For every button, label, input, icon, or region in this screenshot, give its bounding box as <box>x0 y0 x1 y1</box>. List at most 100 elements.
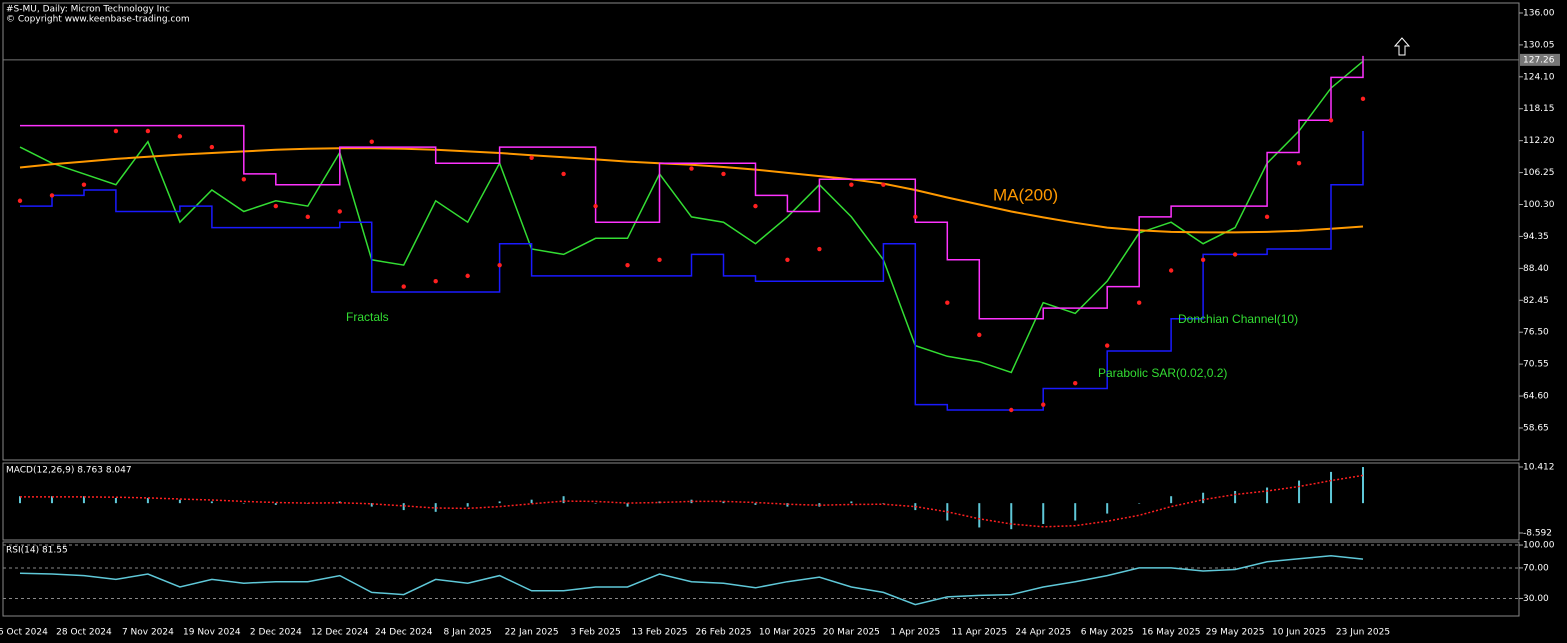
x-tick-label: 2 Dec 2024 <box>250 628 302 638</box>
y-tick-label: -8.592 <box>1523 528 1552 538</box>
macd-bar <box>1298 480 1301 504</box>
sar-dot <box>497 262 502 268</box>
macd-bar <box>50 496 53 504</box>
y-tick-label: 100.00 <box>1523 541 1555 551</box>
x-tick-label: 24 Dec 2024 <box>375 628 433 638</box>
panel-subtitle: © Copyright www.keenbase-trading.com <box>6 15 190 25</box>
sar-dot <box>753 203 758 209</box>
macd-bar <box>434 503 437 512</box>
sar-dot <box>145 128 151 134</box>
macd-bar <box>242 503 245 504</box>
macd-bar <box>146 497 149 504</box>
sar-dot <box>401 284 406 289</box>
sar-dot <box>785 257 790 262</box>
macd-bar <box>178 499 181 504</box>
y-tick-label: 70.55 <box>1523 360 1549 370</box>
macd-bar <box>1330 471 1333 504</box>
y-tick-label: 112.20 <box>1523 136 1555 146</box>
y-tick-label: 118.15 <box>1523 104 1555 114</box>
macd-bar <box>722 501 725 504</box>
macd-bar <box>402 503 405 511</box>
y-tick-label: 94.35 <box>1523 232 1549 242</box>
sar-dot <box>817 246 822 252</box>
x-tick-label: 28 Oct 2024 <box>56 628 112 638</box>
sar-dot <box>1073 380 1078 386</box>
sar-dot <box>177 134 183 139</box>
annotation: Fractals <box>346 310 389 324</box>
sar-dot <box>1041 402 1046 407</box>
sar-dot <box>657 257 662 262</box>
y-tick-label: 58.65 <box>1523 423 1549 433</box>
sar-dot <box>49 193 55 198</box>
macd-bar <box>882 503 885 504</box>
macd-bar <box>498 501 501 504</box>
sar-dot <box>1296 161 1302 166</box>
sar-dot <box>977 332 982 338</box>
sar-dot <box>1328 118 1334 123</box>
main-panel <box>2 2 1520 461</box>
sar-dot <box>369 139 374 144</box>
sar-dot <box>593 203 598 209</box>
macd-bar <box>210 501 213 504</box>
sar-dot <box>721 171 726 177</box>
y-tick-label: 30.00 <box>1523 594 1549 604</box>
x-tick-label: 22 Jan 2025 <box>505 628 559 638</box>
sar-dot <box>1360 96 1366 102</box>
x-tick-label: 1 Apr 2025 <box>890 628 940 638</box>
macd-bar <box>626 503 629 507</box>
sar-dot <box>881 182 886 187</box>
x-tick-label: 6 May 2025 <box>1081 628 1134 638</box>
annotation: Donchian Channel(10) <box>1178 312 1298 326</box>
macd-bar <box>562 496 565 504</box>
macd-bar <box>1074 503 1077 521</box>
annotation: Parabolic SAR(0.02,0.2) <box>1098 366 1227 380</box>
x-tick-label: 16 May 2025 <box>1142 628 1201 638</box>
macd-bar <box>1106 503 1109 514</box>
macd-bar <box>82 496 85 504</box>
x-tick-label: 7 Nov 2024 <box>122 628 174 638</box>
y-tick-label: 70.00 <box>1523 563 1549 573</box>
sar-dot <box>81 182 87 187</box>
x-tick-label: 20 Mar 2025 <box>823 628 880 638</box>
sar-dot <box>1009 407 1014 413</box>
rsi-panel <box>2 541 1520 617</box>
up-arrow-icon <box>1393 37 1411 56</box>
y-tick-label: 10.412 <box>1523 462 1555 472</box>
sar-dot <box>241 177 247 182</box>
sar-dot <box>625 262 630 268</box>
y-tick-label: 106.25 <box>1523 168 1555 178</box>
sar-dot <box>1136 300 1142 305</box>
macd-bar <box>114 497 117 504</box>
series-line <box>20 131 1364 411</box>
y-tick-label: 100.30 <box>1523 200 1555 210</box>
sar-dot <box>945 300 950 305</box>
macd-bar <box>1170 496 1173 504</box>
x-tick-label: 16 Oct 2024 <box>0 628 48 638</box>
sar-dot <box>913 214 918 220</box>
panel-title: RSI(14) 81.55 <box>6 546 68 556</box>
last-price-label: 127.26 <box>1523 55 1555 65</box>
macd-bar <box>850 501 853 504</box>
x-tick-label: 19 Nov 2024 <box>183 628 241 638</box>
sar-dot <box>529 155 534 161</box>
y-tick-label: 124.10 <box>1523 72 1555 82</box>
sar-dot <box>113 128 119 134</box>
y-tick-label: 136.00 <box>1523 8 1555 18</box>
x-tick-label: 29 May 2025 <box>1206 628 1265 638</box>
sar-dot <box>305 214 310 220</box>
panel-title: #S-MU, Daily: Micron Technology Inc <box>6 5 170 15</box>
macd-bar <box>306 503 309 504</box>
y-tick-label: 64.60 <box>1523 392 1549 402</box>
macd-bar <box>978 503 981 528</box>
x-tick-label: 10 Mar 2025 <box>759 628 816 638</box>
x-tick-label: 3 Feb 2025 <box>570 628 620 638</box>
y-tick-label: 82.45 <box>1523 296 1549 306</box>
macd-bar <box>594 503 597 504</box>
macd-bar <box>1042 503 1045 524</box>
macd-bar <box>754 503 757 505</box>
macd-bar <box>370 503 373 507</box>
sar-dot <box>209 144 215 150</box>
x-tick-label: 10 Jun 2025 <box>1272 628 1326 638</box>
macd-bar <box>1362 467 1364 504</box>
